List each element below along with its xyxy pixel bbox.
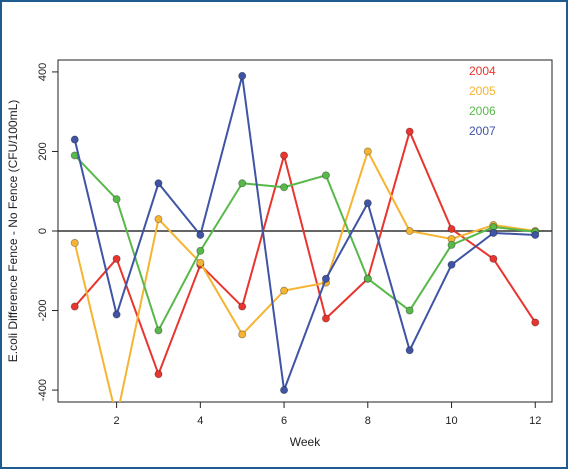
- data-point: [196, 246, 205, 255]
- data-point: [280, 386, 289, 395]
- data-point: [196, 230, 205, 239]
- x-tick-label: 10: [445, 415, 457, 427]
- data-point: [447, 260, 456, 269]
- data-point: [238, 330, 247, 339]
- x-tick-label: 2: [114, 415, 120, 427]
- x-tick-label: 12: [529, 415, 541, 427]
- data-point: [447, 240, 456, 249]
- legend-label-2005: 2005: [469, 84, 496, 98]
- data-point: [238, 179, 247, 188]
- x-axis-label: Week: [290, 435, 321, 449]
- x-tick-label: 6: [281, 415, 287, 427]
- data-point: [321, 274, 330, 283]
- data-point: [363, 274, 372, 283]
- series-line-2004: [73, 130, 537, 376]
- series-2007: [70, 71, 540, 395]
- data-point: [70, 238, 79, 247]
- data-point: [321, 171, 330, 180]
- x-tick-label: 4: [197, 415, 203, 427]
- data-point: [405, 346, 414, 355]
- data-point: [154, 215, 163, 224]
- data-point: [321, 314, 330, 323]
- data-point: [196, 258, 205, 267]
- data-point: [154, 326, 163, 335]
- data-point: [112, 254, 121, 263]
- x-axis: 2 4 6 8 10 12: [114, 402, 541, 427]
- data-point: [280, 151, 289, 160]
- data-point: [70, 302, 79, 311]
- legend-label-2006: 2006: [469, 104, 496, 118]
- data-point: [489, 254, 498, 263]
- data-point: [405, 127, 414, 136]
- data-point: [405, 306, 414, 315]
- data-point: [70, 135, 79, 144]
- x-tick-label: 8: [365, 415, 371, 427]
- legend-label-2004: 2004: [469, 64, 496, 78]
- y-tick-label: -400: [37, 379, 49, 401]
- data-point: [280, 183, 289, 192]
- data-point: [112, 310, 121, 319]
- y-tick-label: 400: [37, 63, 49, 81]
- y-tick-label: 0: [37, 228, 49, 234]
- y-axis-label: E.coli Difference Fence - No Fence (CFU/…: [6, 100, 20, 363]
- data-point: [405, 226, 414, 235]
- data-point: [154, 370, 163, 379]
- data-point: [238, 302, 247, 311]
- series-layer: [70, 71, 540, 402]
- y-axis: -400 -200 0 200 400: [37, 63, 58, 401]
- data-point: [112, 195, 121, 204]
- series-line-2005: [73, 150, 536, 402]
- legend: 2004 2005 2006 2007: [469, 64, 496, 138]
- series-line-2006: [74, 154, 536, 332]
- legend-label-2007: 2007: [469, 124, 496, 138]
- y-tick-label: -200: [37, 300, 49, 322]
- data-point: [363, 147, 372, 156]
- series-line-2007: [73, 74, 536, 392]
- series-2006: [70, 151, 540, 335]
- data-point: [531, 230, 540, 239]
- data-point: [363, 199, 372, 208]
- data-point: [238, 71, 247, 80]
- data-point: [154, 179, 163, 188]
- data-point: [280, 286, 289, 295]
- data-point: [531, 318, 540, 327]
- data-point: [447, 225, 456, 234]
- data-point: [489, 228, 498, 237]
- y-tick-label: 200: [37, 142, 49, 160]
